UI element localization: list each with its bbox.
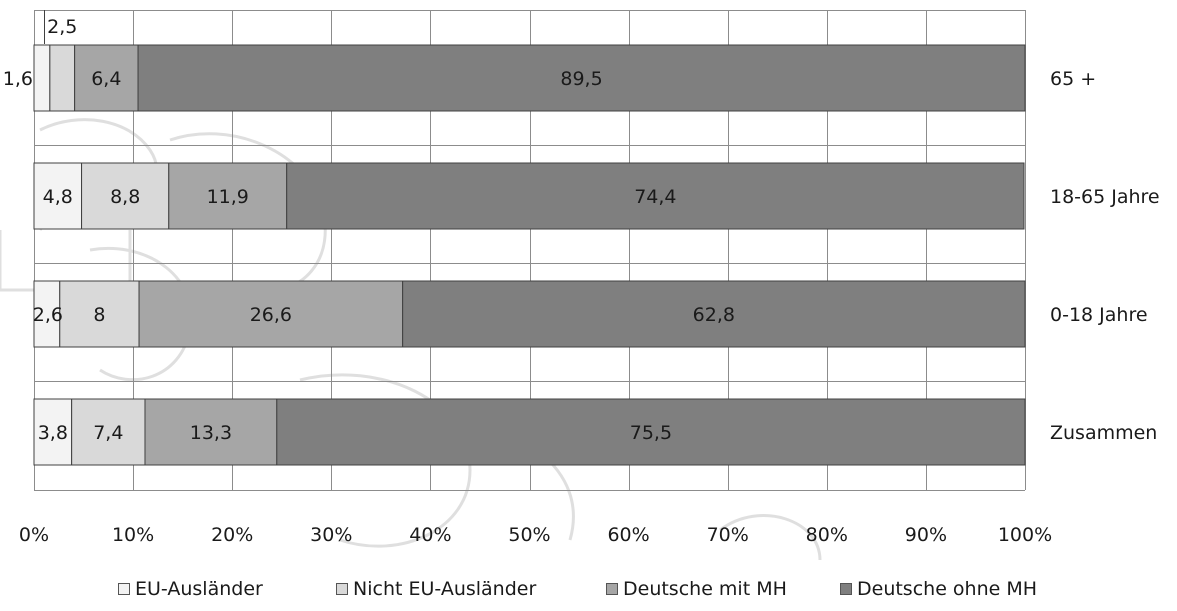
bar-65-deutsche-mit-mh bbox=[74, 44, 139, 112]
bar-zusammen-eu-auslaender bbox=[33, 398, 73, 466]
value-label-zusammen-deutsche-mit-mh: 13,3 bbox=[190, 422, 232, 444]
category-label-0-18-jahre: 0-18 Jahre bbox=[1050, 304, 1148, 326]
category-label-65: 65 + bbox=[1050, 68, 1096, 90]
legend-swatch-deutsche-mit-mh bbox=[606, 583, 618, 595]
value-label-18-65-jahre-deutsche-mit-mh: 11,9 bbox=[207, 186, 249, 208]
legend-label-nicht-eu-auslaender: Nicht EU-Ausländer bbox=[353, 578, 537, 600]
legend-label-eu-auslaender: EU-Ausländer bbox=[135, 578, 263, 600]
value-label-zusammen-deutsche-ohne-mh: 75,5 bbox=[630, 422, 672, 444]
bar-18-65-jahre-deutsche-ohne-mh bbox=[286, 162, 1025, 230]
value-label-18-65-jahre-deutsche-ohne-mh: 74,4 bbox=[634, 186, 676, 208]
bar-18-65-jahre-nicht-eu-auslaender bbox=[81, 162, 170, 230]
value-label-0-18-jahre-deutsche-ohne-mh: 62,8 bbox=[693, 304, 735, 326]
x-tick-label-8: 80% bbox=[806, 524, 848, 546]
bar-0-18-jahre-nicht-eu-auslaender bbox=[59, 280, 140, 348]
legend-label-deutsche-ohne-mh: Deutsche ohne MH bbox=[857, 578, 1038, 600]
value-label-zusammen-eu-auslaender: 3,8 bbox=[38, 422, 68, 444]
legend-item-deutsche-mit-mh: Deutsche mit MH bbox=[606, 578, 787, 600]
bar-0-18-jahre-deutsche-ohne-mh bbox=[402, 280, 1026, 348]
bar-65-nicht-eu-auslaender bbox=[49, 44, 76, 112]
value-label-65-deutsche-mit-mh: 6,4 bbox=[91, 68, 121, 90]
bar-65-deutsche-ohne-mh bbox=[137, 44, 1026, 112]
bar-zusammen-deutsche-mit-mh bbox=[144, 398, 278, 466]
legend-item-deutsche-ohne-mh: Deutsche ohne MH bbox=[840, 578, 1037, 600]
legend-swatch-nicht-eu-auslaender bbox=[336, 583, 348, 595]
x-tick-label-1: 10% bbox=[112, 524, 154, 546]
bars bbox=[33, 44, 1026, 466]
x-tick-label-3: 30% bbox=[310, 524, 352, 546]
value-label-0-18-jahre-deutsche-mit-mh: 26,6 bbox=[250, 304, 292, 326]
legend-label-deutsche-mit-mh: Deutsche mit MH bbox=[623, 578, 787, 600]
bar-zusammen-nicht-eu-auslaender bbox=[71, 398, 146, 466]
x-tick-label-9: 90% bbox=[905, 524, 947, 546]
value-label-18-65-jahre-nicht-eu-auslaender: 8,8 bbox=[110, 186, 140, 208]
legend-item-nicht-eu-auslaender: Nicht EU-Ausländer bbox=[336, 578, 536, 600]
value-label-18-65-jahre-eu-auslaender: 4,8 bbox=[43, 186, 73, 208]
legend-swatch-deutsche-ohne-mh bbox=[840, 583, 852, 595]
legend: EU-Ausländer Nicht EU-Ausländer Deutsche… bbox=[0, 578, 1177, 608]
x-tick-label-4: 40% bbox=[409, 524, 451, 546]
value-label-65-nicht-eu-auslaender: 2,5 bbox=[47, 16, 77, 38]
legend-item-eu-auslaender: EU-Ausländer bbox=[118, 578, 263, 600]
value-label-0-18-jahre-nicht-eu-auslaender: 8 bbox=[93, 304, 105, 326]
category-label-zusammen: Zusammen bbox=[1050, 422, 1157, 444]
category-labels: 65 + 18-65 Jahre 0-18 Jahre Zusammen bbox=[1050, 68, 1160, 444]
x-tick-labels: 0% 10% 20% 30% 40% 50% 60% 70% 80% 90% 100% bbox=[19, 524, 1052, 546]
x-tick-label-0: 0% bbox=[19, 524, 49, 546]
value-label-65-eu-auslaender: 1,6 bbox=[3, 68, 33, 90]
x-tick-label-2: 20% bbox=[211, 524, 253, 546]
value-label-zusammen-nicht-eu-auslaender: 7,4 bbox=[93, 422, 123, 444]
x-tick-label-10: 100% bbox=[998, 524, 1052, 546]
x-tick-label-6: 60% bbox=[607, 524, 649, 546]
legend-swatch-eu-auslaender bbox=[118, 583, 130, 595]
bar-18-65-jahre-deutsche-mit-mh bbox=[168, 162, 288, 230]
bar-zusammen-deutsche-ohne-mh bbox=[276, 398, 1026, 466]
x-tick-label-7: 70% bbox=[707, 524, 749, 546]
value-label-0-18-jahre-eu-auslaender: 2,6 bbox=[33, 304, 63, 326]
value-labels: 1,6 2,5 6,4 89,5 4,8 8,8 11,9 74,4 2,6 8 26,6 62,8 3… bbox=[3, 10, 735, 444]
category-label-18-65-jahre: 18-65 Jahre bbox=[1050, 186, 1160, 208]
x-tick-label-5: 50% bbox=[508, 524, 550, 546]
bar-65-eu-auslaender bbox=[33, 44, 51, 112]
bar-0-18-jahre-deutsche-mit-mh bbox=[138, 280, 404, 348]
value-label-65-deutsche-ohne-mh: 89,5 bbox=[560, 68, 602, 90]
